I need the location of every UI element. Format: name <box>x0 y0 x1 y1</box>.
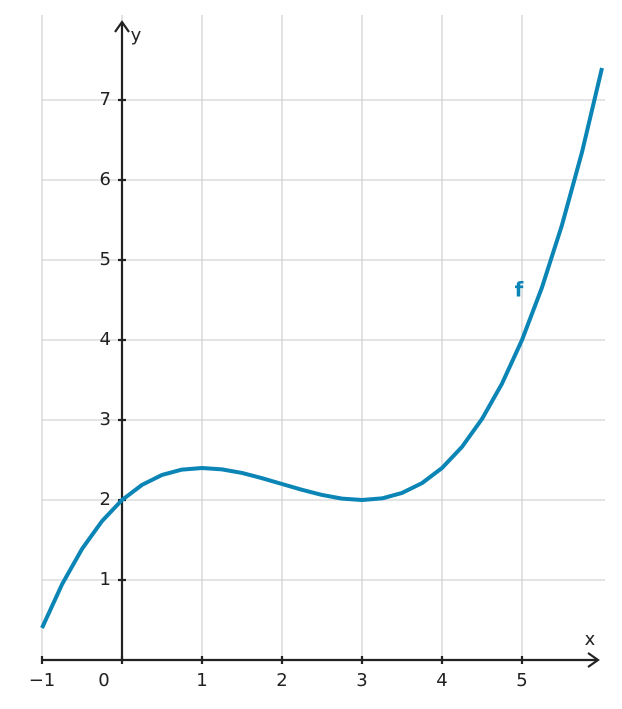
x-tick-label: −1 <box>29 670 56 691</box>
y-tick-label: 4 <box>100 329 111 350</box>
y-axis-arrow <box>114 20 130 33</box>
x-tick-label: 2 <box>276 670 287 691</box>
line-series <box>40 67 604 629</box>
y-axis-label: y <box>131 25 142 46</box>
y-tick-label: 1 <box>100 569 111 590</box>
y-tick-label: 3 <box>100 409 111 430</box>
x-tick-label: 0 <box>98 670 109 691</box>
x-tick-label: 1 <box>196 670 207 691</box>
series-label: f <box>515 278 524 302</box>
x-tick-label: 3 <box>356 670 367 691</box>
marks: f <box>40 67 604 629</box>
x-tick-label: 4 <box>436 670 447 691</box>
y-tick-label: 6 <box>100 169 111 190</box>
x-axis-label: x <box>585 629 596 650</box>
y-tick-label: 2 <box>100 489 111 510</box>
y-tick-label: 7 <box>100 89 111 110</box>
x-axis-arrow <box>587 652 600 668</box>
x-tick-label: 5 <box>516 670 527 691</box>
y-tick-label: 5 <box>100 249 111 270</box>
axes: −1 0 1 2 3 4 5 1 2 3 4 5 6 7 x y <box>29 20 600 691</box>
grid <box>41 15 605 660</box>
